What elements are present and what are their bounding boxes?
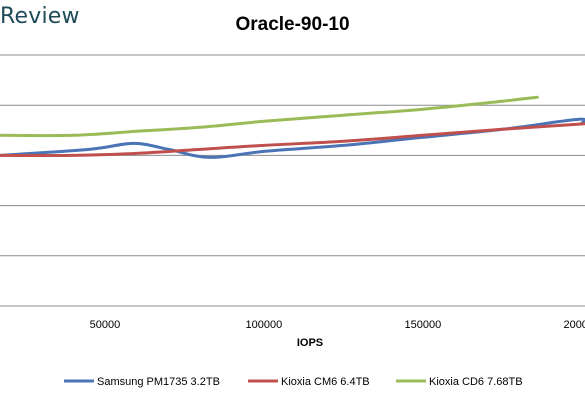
legend-entry: Samsung PM1735 3.2TB (97, 376, 220, 388)
legend: Samsung PM1735 3.2TB Kioxia CM6 6.4TB Kiox… (64, 376, 523, 388)
x-tick-labels: 50000 100000 150000 200000 (90, 319, 585, 331)
x-tick-label: 200000 (563, 319, 585, 331)
series-line-1 (0, 117, 585, 159)
x-tick-label: 50000 (90, 319, 121, 331)
series-lines (0, 95, 585, 159)
x-axis-label: IOPS (297, 337, 323, 349)
legend-entry: Kioxia CD6 7.68TB (429, 376, 523, 388)
x-tick-label: 150000 (404, 319, 441, 331)
x-tick-label: 100000 (246, 319, 283, 331)
gridlines (0, 54, 585, 307)
chart-title: Oracle-90-10 (235, 14, 350, 35)
legend-entry: Kioxia CM6 6.4TB (281, 376, 370, 388)
series-line-2 (0, 122, 585, 158)
brand-logo-text: Review (0, 4, 80, 29)
series-line-3 (0, 95, 539, 138)
